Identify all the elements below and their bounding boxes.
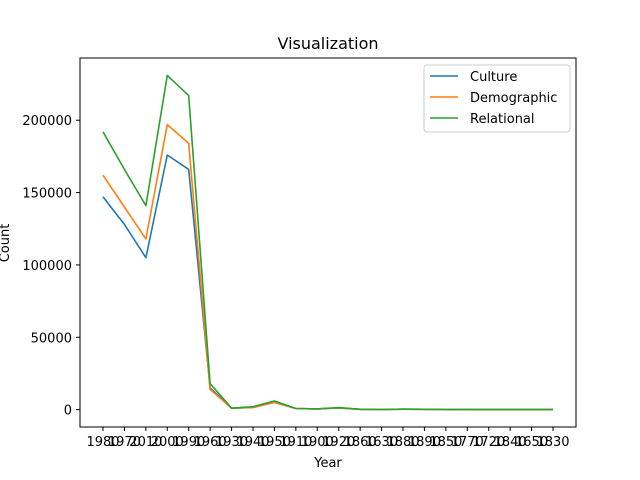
x-tick-label: 1840 xyxy=(494,435,527,450)
legend-label: Relational xyxy=(470,112,535,127)
legend-label: Demographic xyxy=(470,91,557,106)
x-tick-label: 1860 xyxy=(344,435,377,450)
x-tick-label: 1650 xyxy=(515,435,548,450)
x-tick-label: 1910 xyxy=(279,435,312,450)
x-tick-label: 1830 xyxy=(536,435,569,450)
legend: Culture Demographic Relational xyxy=(423,64,571,133)
x-tick-label: 1980 xyxy=(86,435,119,450)
x-tick-label: 1970 xyxy=(108,435,141,450)
x-tick-label: 1890 xyxy=(408,435,441,450)
x-tick-label: 2010 xyxy=(129,435,162,450)
x-tick-label: 1920 xyxy=(322,435,355,450)
chart-title: Visualization xyxy=(277,34,378,53)
y-axis-title: Count xyxy=(0,224,13,263)
x-tick-label: 1900 xyxy=(301,435,334,450)
series-line-relational xyxy=(102,74,553,411)
y-tick-label: 0 xyxy=(64,404,72,419)
x-tick-label: 1880 xyxy=(386,435,419,450)
plot-area: 1980197020102000199019601930194019501910… xyxy=(22,57,577,450)
legend-box xyxy=(423,64,571,133)
x-tick-label: 1950 xyxy=(258,435,291,450)
x-tick-label: 2000 xyxy=(151,435,184,450)
y-tick-label: 200000 xyxy=(22,114,72,129)
x-tick-label: 1850 xyxy=(429,435,462,450)
y-tick-label: 100000 xyxy=(22,259,72,274)
plot-frame xyxy=(79,57,577,428)
y-tick-label: 50000 xyxy=(31,331,72,346)
x-tick-label: 1930 xyxy=(215,435,248,450)
x-tick-label: 1960 xyxy=(194,435,227,450)
x-tick-label: 1630 xyxy=(365,435,398,450)
x-tick-label: 1720 xyxy=(472,435,505,450)
x-tick-label: 1990 xyxy=(172,435,205,450)
x-tick-label: 1770 xyxy=(451,435,484,450)
legend-label: Culture xyxy=(470,70,517,85)
y-tick-label: 150000 xyxy=(22,187,72,202)
x-axis-title: Year xyxy=(313,456,342,471)
x-tick-label: 1940 xyxy=(236,435,269,450)
